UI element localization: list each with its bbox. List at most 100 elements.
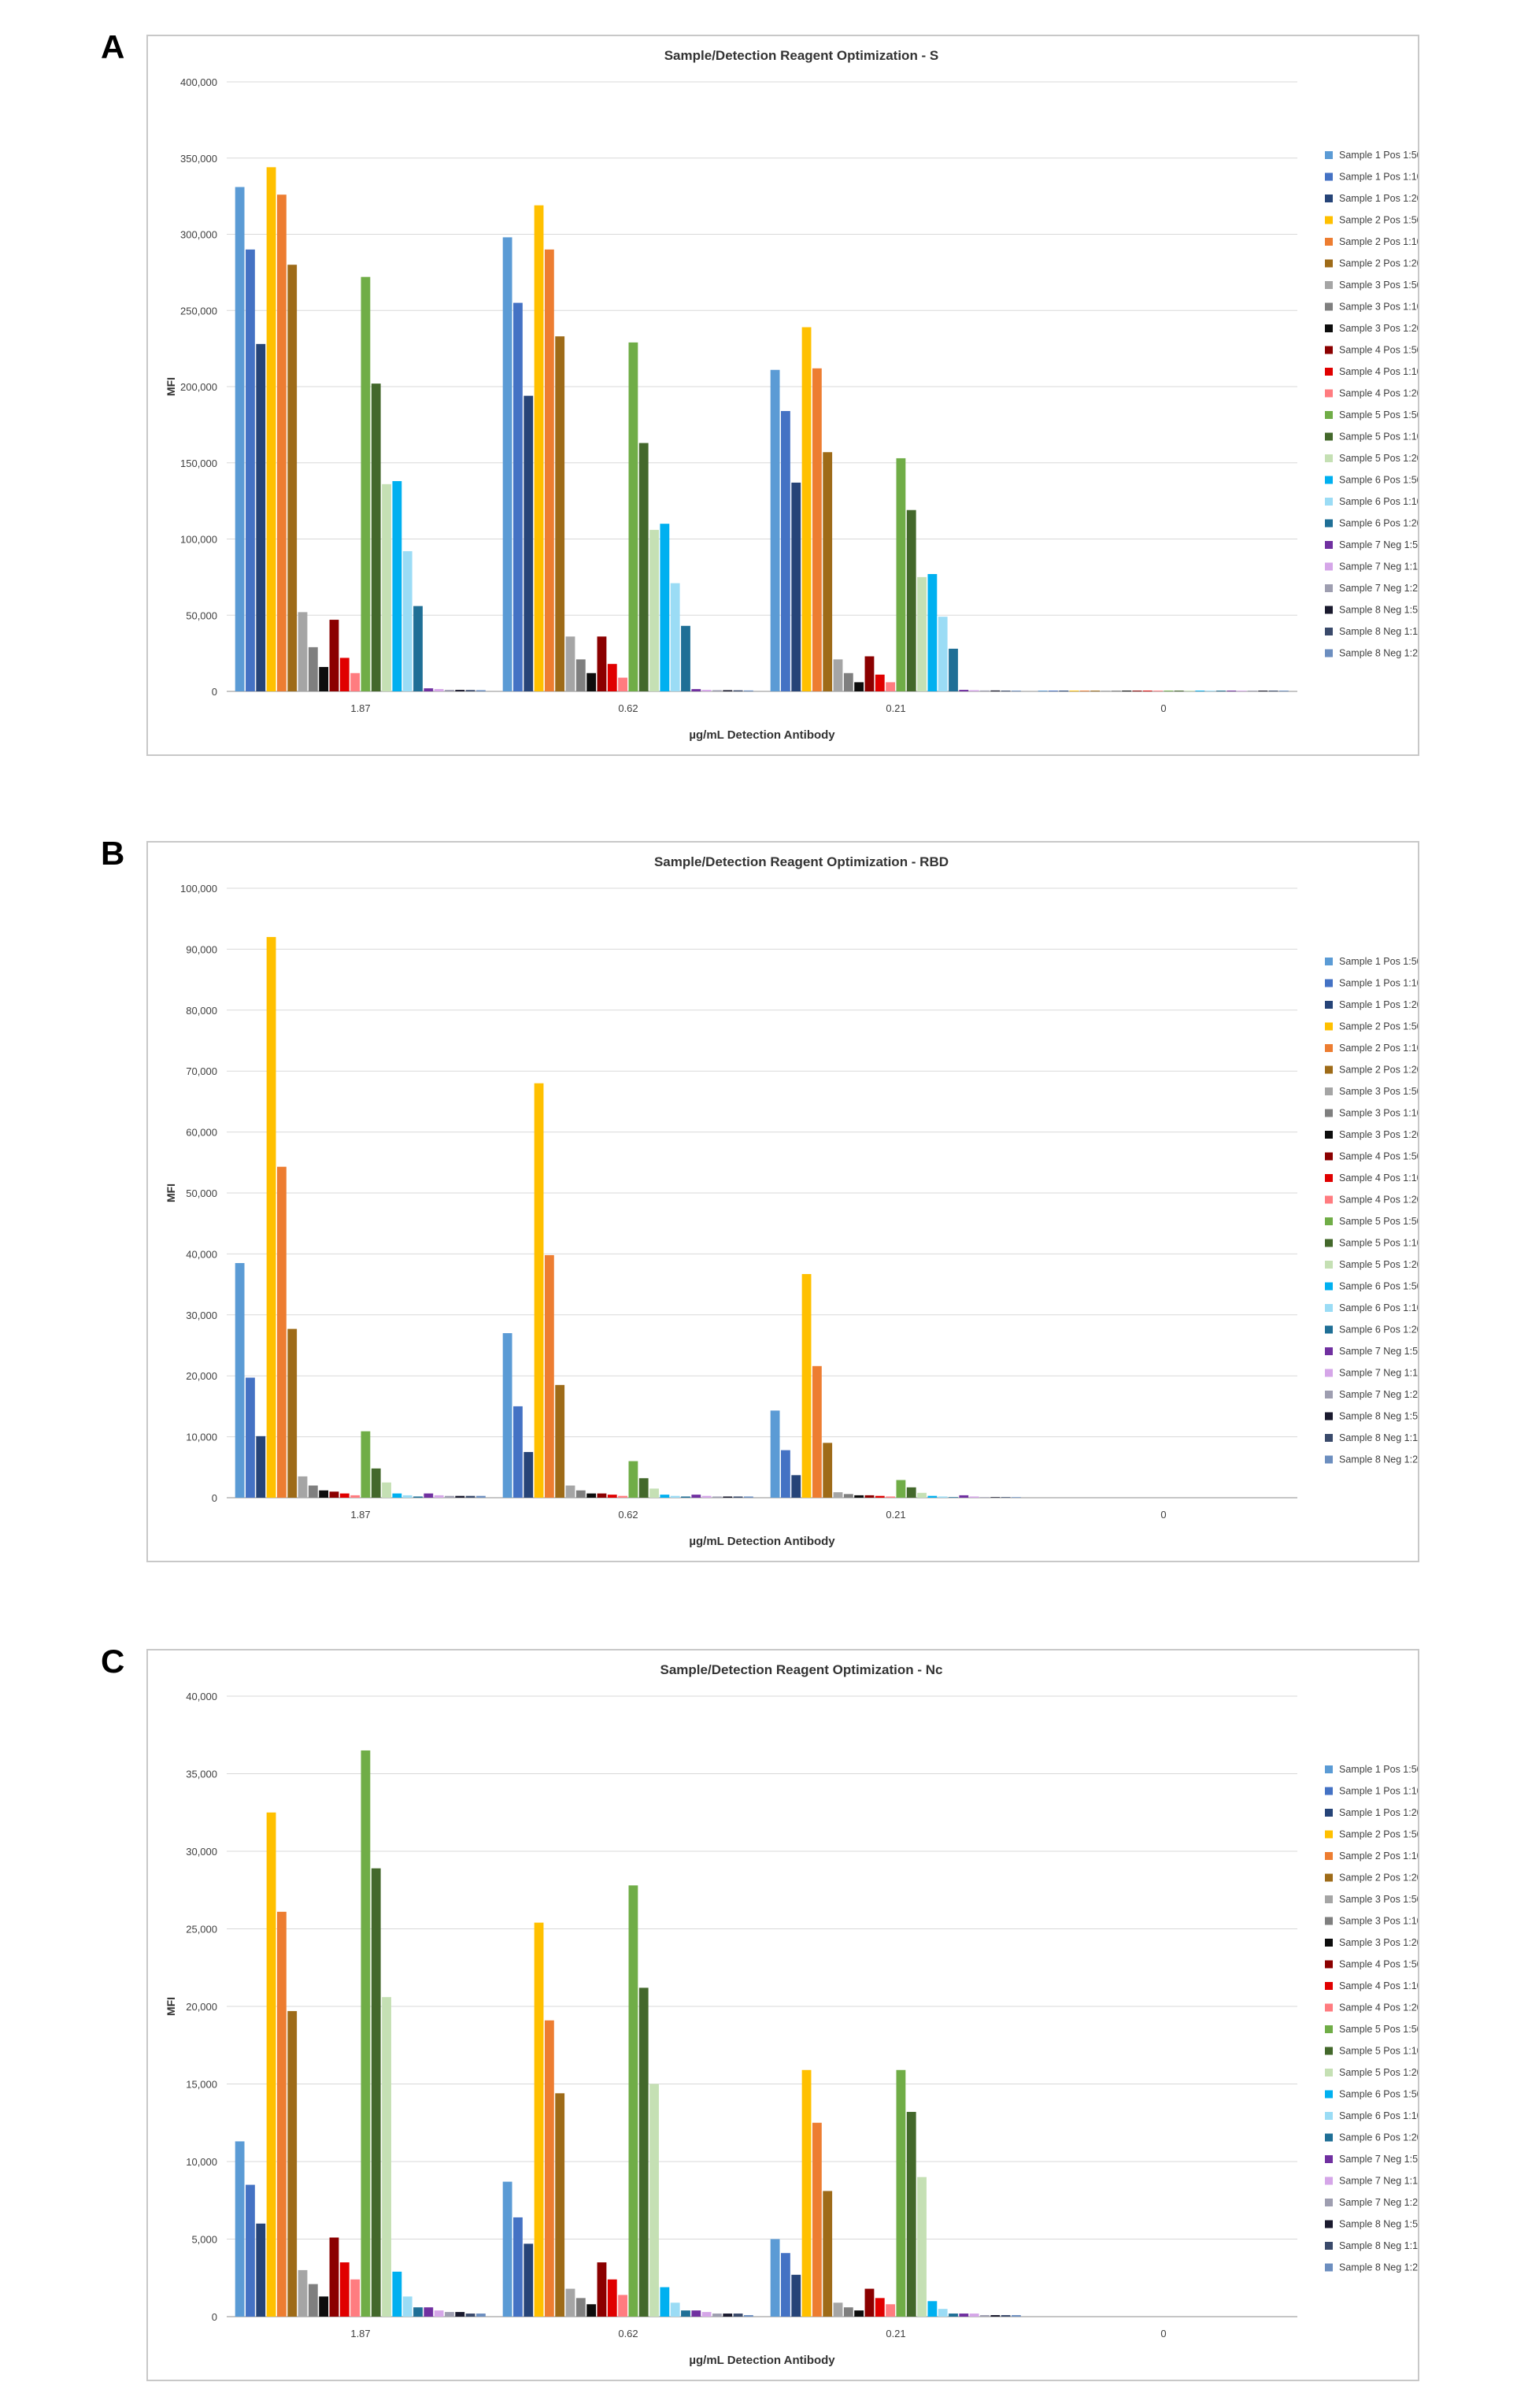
legend-swatch: [1325, 958, 1333, 965]
bar-sample-7-neg-1-1000-0-62: [701, 2312, 712, 2317]
legend-swatch: [1325, 194, 1333, 202]
y-axis-label: MFI: [165, 377, 177, 396]
bar-sample-3-pos-1-2000-1-87: [319, 667, 329, 691]
bar-sample-2-pos-1-2000-0-21: [823, 452, 833, 691]
y-tick-label: 0: [212, 1492, 217, 1504]
bar-sample-6-pos-1-1000-1-87: [402, 2296, 413, 2317]
legend-label: Sample 4 Pos 1:500: [1339, 345, 1418, 356]
bar-sample-5-pos-1-500-0-21: [896, 2069, 906, 2317]
bar-sample-3-pos-1-1000-0-62: [575, 1490, 586, 1498]
legend-swatch: [1325, 1217, 1333, 1225]
bar-sample-8-neg-1-500-1-87: [455, 1495, 465, 1498]
x-tick-label: 0: [1160, 1509, 1166, 1521]
legend-swatch: [1325, 2047, 1333, 2055]
legend-swatch: [1325, 216, 1333, 224]
bar-sample-5-pos-1-2000-0-62: [649, 1488, 659, 1498]
legend-label: Sample 1 Pos 1:2000: [1339, 193, 1418, 204]
x-tick-label: 0.62: [618, 702, 638, 714]
legend-swatch: [1325, 979, 1333, 987]
bar-sample-5-pos-1-1000-0-21: [906, 509, 916, 691]
bar-sample-7-neg-1-2000-1-87: [445, 690, 454, 691]
legend-label: Sample 2 Pos 1:500: [1339, 1829, 1418, 1840]
y-tick-label: 100,000: [180, 534, 217, 546]
bar-sample-1-pos-1-2000-0-62: [524, 2243, 534, 2317]
legend-swatch: [1325, 1809, 1333, 1817]
bar-sample-5-pos-1-500-1-87: [361, 1750, 371, 2317]
legend-swatch: [1325, 606, 1333, 614]
bar-sample-6-pos-1-500-0-62: [660, 2287, 670, 2317]
bar-sample-8-neg-1-1000-1-87: [465, 690, 475, 691]
bar-sample-4-pos-1-500-0-62: [597, 1493, 607, 1498]
legend-label: Sample 3 Pos 1:1000: [1339, 1916, 1418, 1927]
bar-sample-1-pos-1-2000-0-21: [791, 2274, 801, 2317]
x-tick-label: 0.21: [886, 702, 905, 714]
legend-label: Sample 7 Neg 1:1000: [1339, 561, 1418, 572]
bar-sample-7-neg-1-1000-1-87: [434, 1495, 444, 1498]
legend-label: Sample 3 Pos 1:2000: [1339, 323, 1418, 334]
legend-label: Sample 7 Neg 1:1000: [1339, 1368, 1418, 1379]
bar-sample-8-neg-1-500-0-21: [990, 1497, 1001, 1498]
bar-sample-5-pos-1-500-1-87: [361, 1431, 371, 1498]
y-tick-label: 35,000: [186, 1769, 217, 1780]
legend-label: Sample 6 Pos 1:2000: [1339, 1324, 1418, 1336]
bar-sample-6-pos-1-1000-0-62: [670, 1495, 680, 1498]
y-tick-label: 25,000: [186, 1924, 217, 1936]
bar-sample-5-pos-1-2000-0-62: [649, 529, 659, 691]
legend-swatch: [1325, 1109, 1333, 1117]
legend-label: Sample 2 Pos 1:1000: [1339, 1043, 1418, 1054]
bar-sample-6-pos-1-500-1-87: [392, 1493, 402, 1498]
bar-sample-4-pos-1-500-0-21: [864, 1495, 875, 1498]
bar-sample-6-pos-1-1000-1-87: [402, 1495, 413, 1498]
y-axis-label: MFI: [165, 1184, 177, 1202]
bar-sample-4-pos-1-500-1-87: [329, 620, 339, 691]
bar-sample-7-neg-1-500-0-21: [959, 2314, 969, 2317]
bar-sample-5-pos-1-500-0-62: [628, 1461, 638, 1498]
bar-sample-4-pos-1-2000-1-87: [350, 2279, 360, 2317]
legend-swatch: [1325, 2220, 1333, 2228]
bar-sample-2-pos-1-500-0-21: [801, 327, 812, 691]
bar-sample-5-pos-1-1000-0-62: [638, 443, 649, 691]
bar-sample-8-neg-1-1000-1-87: [465, 1495, 475, 1498]
bar-sample-3-pos-1-500-0-21: [833, 659, 843, 691]
bar-sample-6-pos-1-2000-0-62: [681, 2310, 690, 2317]
legend-label: Sample 8 Neg 1:1000: [1339, 626, 1418, 637]
bar-sample-5-pos-1-2000-1-87: [382, 1482, 391, 1498]
bar-sample-7-neg-1-2000-1-87: [445, 2312, 454, 2317]
legend-swatch: [1325, 584, 1333, 592]
bar-sample-3-pos-1-1000-0-62: [575, 659, 586, 691]
bar-sample-2-pos-1-1000-1-87: [276, 1166, 287, 1498]
legend-swatch: [1325, 1131, 1333, 1139]
y-tick-label: 30,000: [186, 1310, 217, 1321]
bar-sample-6-pos-1-500-0-62: [660, 524, 670, 691]
bar-sample-3-pos-1-500-1-87: [298, 612, 308, 691]
bar-sample-7-neg-1-500-0-62: [691, 2310, 701, 2317]
bar-sample-8-neg-1-1000-1-87: [465, 2314, 475, 2317]
bar-sample-2-pos-1-2000-1-87: [287, 265, 298, 691]
bar-sample-1-pos-1-1000-0-62: [513, 1406, 523, 1498]
legend-label: Sample 3 Pos 1:1000: [1339, 1108, 1418, 1119]
bar-sample-3-pos-1-2000-0-62: [586, 1493, 597, 1498]
legend-label: Sample 8 Neg 1:1000: [1339, 1432, 1418, 1443]
y-tick-label: 400,000: [180, 76, 217, 88]
bar-sample-4-pos-1-500-0-21: [864, 656, 875, 691]
legend-swatch: [1325, 1001, 1333, 1009]
legend-label: Sample 5 Pos 1:500: [1339, 2024, 1418, 2035]
legend-label: Sample 4 Pos 1:1000: [1339, 1173, 1418, 1184]
y-tick-label: 50,000: [186, 1187, 217, 1199]
bar-sample-3-pos-1-500-0-21: [833, 2302, 843, 2317]
legend-swatch: [1325, 1044, 1333, 1052]
legend-label: Sample 1 Pos 1:500: [1339, 956, 1418, 967]
legend-swatch: [1325, 1325, 1333, 1334]
legend-label: Sample 1 Pos 1:1000: [1339, 978, 1418, 989]
legend-swatch: [1325, 411, 1333, 419]
legend-label: Sample 7 Neg 1:1000: [1339, 2176, 1418, 2187]
bar-sample-3-pos-1-1000-0-21: [843, 1494, 853, 1498]
legend-swatch: [1325, 1282, 1333, 1291]
legend-label: Sample 3 Pos 1:500: [1339, 280, 1418, 291]
bar-sample-4-pos-1-2000-0-62: [618, 677, 627, 691]
bar-sample-1-pos-1-500-0-62: [502, 2181, 512, 2317]
legend-swatch: [1325, 1455, 1333, 1464]
bar-sample-3-pos-1-2000-0-62: [586, 2304, 597, 2317]
bar-sample-2-pos-1-500-1-87: [266, 167, 276, 692]
legend-label: Sample 7 Neg 1:2000: [1339, 2197, 1418, 2208]
